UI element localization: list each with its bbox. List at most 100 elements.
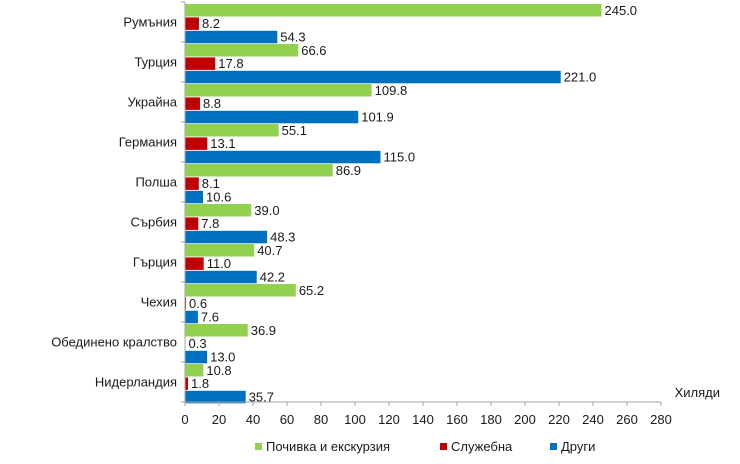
x-tick-label: 180: [480, 412, 502, 427]
bar: [185, 244, 255, 257]
bar: [185, 270, 257, 284]
x-tick-label: 40: [246, 412, 260, 427]
x-axis-unit-label: Хиляди: [675, 385, 720, 400]
data-label: 0.6: [189, 296, 207, 311]
category-label: Полша: [135, 175, 177, 190]
legend-label: Други: [561, 439, 595, 454]
x-tick-label: 0: [181, 412, 188, 427]
bar: [185, 4, 602, 17]
legend: Почивка и екскурзия Служебна Други: [255, 439, 595, 454]
bar: [185, 124, 279, 137]
bar: [185, 390, 246, 404]
x-tick-label: 200: [514, 412, 536, 427]
data-label: 66.6: [301, 43, 326, 58]
bar: [185, 30, 278, 44]
x-tick-label: 260: [616, 412, 638, 427]
bar: [185, 17, 199, 30]
data-label: 10.8: [206, 363, 231, 378]
bar: [185, 177, 199, 190]
bar-layer: [185, 4, 602, 404]
legend-swatch: [255, 443, 262, 450]
x-tick-label: 140: [412, 412, 434, 427]
bar: [185, 364, 204, 377]
data-label: 7.8: [201, 216, 219, 231]
data-label: 86.9: [336, 163, 361, 178]
bar: [185, 350, 208, 364]
bar: [185, 137, 208, 150]
bar: [185, 297, 187, 310]
category-label: Гърция: [133, 255, 177, 270]
legend-item: Служебна: [440, 439, 513, 454]
bar: [185, 70, 561, 84]
data-label: 42.2: [260, 270, 285, 285]
bar: [185, 257, 204, 270]
data-label-layer: 245.0 8.2 54.366.6 17.8 221.0 109.8 8.8 101.9 55…: [189, 3, 638, 405]
x-tick-label: 20: [212, 412, 226, 427]
category-label: Турция: [134, 55, 177, 70]
data-label: 54.3: [280, 30, 305, 45]
x-tick-layer: 0 20 40 60 80 100 120 140 160 180 200 220 240 260 280: [181, 1, 672, 427]
category-label: Сърбия: [131, 215, 178, 230]
bar: [185, 164, 333, 177]
bar: [185, 57, 216, 70]
bar: [185, 204, 252, 217]
x-tick-label: 100: [344, 412, 366, 427]
data-label: 1.8: [191, 376, 209, 391]
bar: [185, 150, 381, 164]
data-label: 48.3: [270, 230, 295, 245]
category-label: Украйна: [128, 95, 178, 110]
bar: [185, 44, 299, 57]
data-label: 39.0: [254, 203, 279, 218]
legend-swatch: [440, 443, 447, 450]
bar: [185, 84, 372, 97]
bar: [185, 217, 199, 230]
legend-item: Други: [550, 439, 595, 454]
category-label: Румъния: [123, 15, 177, 30]
bar: [185, 110, 359, 124]
legend-swatch: [550, 443, 557, 450]
data-label: 221.0: [564, 70, 597, 85]
data-label: 8.8: [203, 96, 221, 111]
data-label: 8.1: [202, 176, 220, 191]
data-label: 13.0: [210, 350, 235, 365]
data-label: 11.0: [207, 256, 231, 271]
x-tick-label: 120: [378, 412, 400, 427]
data-label: 36.9: [251, 323, 276, 338]
x-tick-label: 280: [650, 412, 672, 427]
bar: [185, 310, 198, 324]
data-label: 13.1: [210, 136, 235, 151]
bar: [185, 190, 204, 204]
category-label: Обединено кралство: [51, 335, 177, 350]
legend-label: Почивка и екскурзия: [266, 439, 390, 454]
legend-label: Служебна: [451, 439, 513, 454]
bar: [185, 284, 296, 297]
data-label: 0.3: [189, 336, 207, 351]
data-label: 55.1: [282, 123, 307, 138]
x-tick-label: 80: [314, 412, 328, 427]
data-label: 245.0: [605, 3, 638, 18]
data-label: 8.2: [202, 16, 220, 31]
category-label: Германия: [119, 135, 177, 150]
data-label: 109.8: [375, 83, 408, 98]
bar: [185, 324, 248, 337]
bar: [185, 97, 200, 110]
x-tick-label: 240: [582, 412, 604, 427]
data-label: 7.6: [201, 310, 219, 325]
x-tick-label: 60: [280, 412, 294, 427]
data-label: 10.6: [206, 190, 231, 205]
data-label: 101.9: [361, 110, 394, 125]
legend-item: Почивка и екскурзия: [255, 439, 390, 454]
data-label: 17.8: [218, 56, 243, 71]
data-label: 65.2: [299, 283, 324, 298]
category-label: Нидерландия: [95, 375, 177, 390]
bar: [185, 230, 268, 244]
category-label: Чехия: [141, 295, 177, 310]
data-label: 35.7: [249, 390, 274, 405]
x-tick-label: 160: [446, 412, 468, 427]
bar: [185, 377, 189, 390]
x-tick-label: 220: [548, 412, 570, 427]
data-label: 40.7: [257, 243, 282, 258]
data-label: 115.0: [384, 150, 416, 165]
category-label-layer: Румъния Турция Украйна Германия Полша Сърбия Г…: [51, 15, 178, 390]
